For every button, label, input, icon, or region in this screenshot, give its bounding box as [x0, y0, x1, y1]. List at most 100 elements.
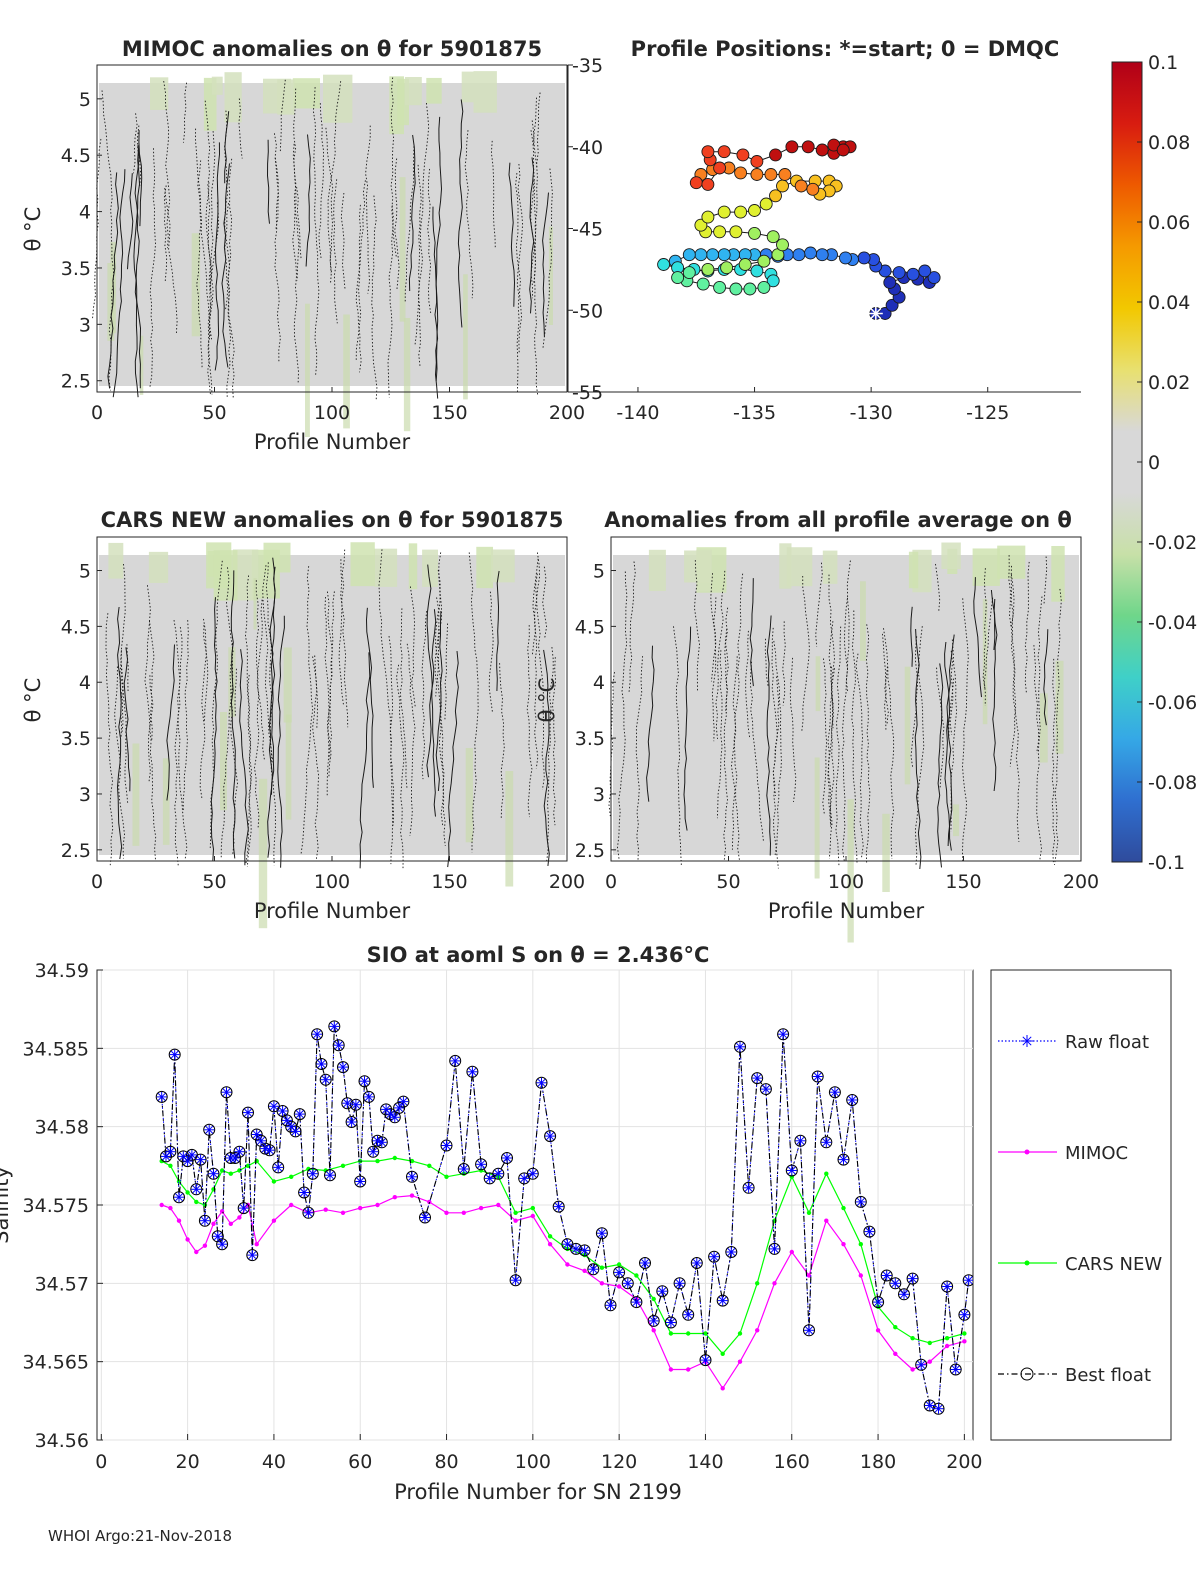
point-mimoc	[289, 1202, 294, 1208]
point-raw-float	[812, 1071, 823, 1082]
star-stroke	[347, 1118, 356, 1126]
point-best-float	[759, 1083, 772, 1096]
colorbar-tick-label: 0	[1148, 452, 1160, 474]
contour-dotted	[732, 656, 740, 861]
contour-dotted	[531, 558, 539, 655]
point-raw-float	[588, 1264, 599, 1275]
legend-label: MIMOC	[1065, 1143, 1128, 1164]
point-raw-float	[204, 1124, 215, 1135]
y-tick-label: 34.575	[23, 1195, 89, 1217]
salinity-panel: SIO at aoml S on θ = 2.436°C Profile Num…	[0, 943, 983, 1504]
position-point	[701, 145, 715, 159]
position-point	[906, 267, 920, 281]
point-raw-float	[221, 1087, 232, 1098]
contour-dotted	[163, 81, 178, 334]
star-stroke	[408, 1172, 416, 1181]
star-stroke	[813, 1072, 822, 1081]
point-mimoc	[599, 1281, 605, 1286]
contour-dotted	[526, 625, 533, 818]
contour-dotted	[195, 128, 203, 369]
point-mimoc	[444, 1210, 449, 1216]
contour-dotted	[209, 560, 223, 849]
point-mimoc	[616, 1284, 622, 1289]
point-raw-float	[338, 1062, 348, 1073]
point-raw-float	[372, 1135, 383, 1146]
star-stroke	[222, 1088, 231, 1097]
position-point	[769, 148, 782, 162]
point-mimoc	[271, 1218, 277, 1223]
anomaly-patch	[908, 551, 919, 589]
y-tick-label: 5	[79, 89, 91, 111]
point-best-float	[155, 1090, 168, 1103]
point-raw-float	[420, 1212, 430, 1223]
salinity-xticks: 0 20 40 60 80 100 120 140 160 180 200	[95, 1434, 983, 1473]
point-best-float	[449, 1054, 462, 1067]
anomaly-patch	[426, 77, 442, 104]
anomaly-patch	[1039, 693, 1048, 763]
point-best-float	[725, 1246, 738, 1258]
point-best-float	[492, 1167, 505, 1180]
point-raw-float	[665, 1317, 676, 1328]
point-raw-float	[622, 1278, 633, 1289]
cars-ylabel: θ °C	[21, 678, 45, 723]
point-mimoc	[772, 1281, 777, 1286]
contour-dotted	[772, 676, 780, 869]
star-stroke	[658, 1287, 667, 1296]
anomaly-patch	[696, 549, 712, 592]
point-raw-float	[726, 1247, 737, 1257]
y-tick-label: -55	[572, 382, 603, 404]
contour-dotted	[855, 653, 864, 858]
contour-dotted	[197, 160, 213, 341]
legend-marker	[1020, 1367, 1034, 1381]
point-raw-float	[493, 1168, 504, 1179]
point-best-float	[734, 1040, 746, 1053]
position-point	[706, 248, 720, 262]
point-raw-float	[212, 1231, 223, 1242]
salinity-ylabel: Salinity	[0, 1166, 13, 1244]
point-raw-float	[527, 1168, 538, 1179]
star-stroke	[183, 1157, 192, 1166]
point-raw-float	[458, 1164, 469, 1174]
point-mimoc	[651, 1328, 656, 1333]
point-best-float	[440, 1139, 453, 1152]
position-point	[671, 271, 685, 285]
positions-panel: Profile Positions: *=start; 0 = DMQC -14…	[567, 37, 1081, 424]
point-mimoc	[211, 1221, 216, 1227]
point-raw-float	[256, 1135, 266, 1146]
star-stroke	[179, 1152, 188, 1161]
point-best-float	[160, 1150, 172, 1163]
star-stroke	[830, 1088, 839, 1097]
contour-dotted	[163, 185, 168, 282]
contour-solid	[221, 163, 230, 368]
star-stroke	[213, 1232, 222, 1241]
point-mimoc	[496, 1202, 501, 1208]
point-raw-float	[709, 1251, 720, 1262]
star-stroke	[451, 1056, 460, 1065]
point-best-float	[682, 1308, 695, 1321]
y-tick-label: 3	[593, 784, 605, 806]
contour-dotted	[238, 98, 243, 159]
point-cars-new	[219, 1168, 225, 1173]
contour-dotted	[421, 611, 428, 780]
y-tick-label: 3	[79, 784, 91, 806]
contour-solid	[447, 651, 459, 868]
contour-dotted	[530, 130, 537, 299]
point-raw-float	[182, 1156, 193, 1167]
colorbar-tick-label: -0.08	[1148, 772, 1197, 794]
position-point	[776, 179, 789, 193]
position-point	[815, 143, 829, 157]
anomaly-patch	[213, 550, 238, 601]
contour-dotted	[406, 643, 416, 836]
contour-dotted	[935, 563, 941, 613]
point-mimoc	[168, 1205, 173, 1211]
point-mimoc	[737, 1359, 743, 1364]
point-cars-new	[444, 1174, 449, 1180]
contour-dotted	[464, 130, 474, 299]
point-cars-new	[427, 1163, 432, 1169]
point-best-float	[820, 1136, 833, 1149]
point-raw-float	[942, 1281, 953, 1292]
contour-solid	[937, 663, 944, 868]
contour-dotted	[149, 148, 156, 389]
point-best-float	[246, 1249, 259, 1262]
positions-yticks: -35 -40 -45 -50 -55	[568, 55, 603, 404]
